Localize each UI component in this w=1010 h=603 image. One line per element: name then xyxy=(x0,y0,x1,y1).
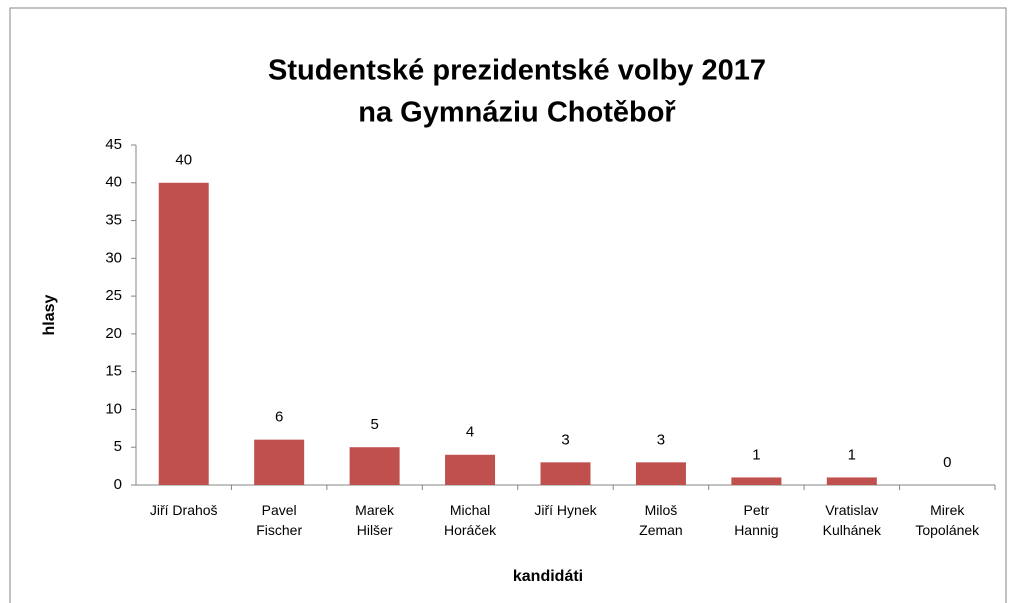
bar xyxy=(158,182,209,485)
data-label: 40 xyxy=(175,152,192,169)
data-label: 5 xyxy=(370,416,378,433)
y-tick-label: 25 xyxy=(105,287,122,304)
x-tick-label: Jiří Hynek xyxy=(534,502,597,518)
y-tick-label: 40 xyxy=(105,174,122,191)
data-label: 6 xyxy=(275,409,283,426)
y-tick-label: 10 xyxy=(105,400,122,417)
bar xyxy=(540,462,591,485)
x-tick-label: Marek Hilšer xyxy=(355,502,395,538)
bar xyxy=(349,447,400,485)
y-tick-label: 45 xyxy=(105,136,122,153)
x-axis-label: kandidáti xyxy=(513,568,583,585)
chart-title: na Gymnáziu Chotěboř xyxy=(358,97,676,129)
bar xyxy=(445,454,496,485)
x-tick-label: Michal Horáček xyxy=(443,502,497,538)
y-tick-label: 35 xyxy=(105,212,122,229)
bar xyxy=(731,477,782,485)
y-tick-label: 5 xyxy=(114,438,122,455)
data-label: 4 xyxy=(466,424,474,441)
y-tick-label: 20 xyxy=(105,325,122,342)
x-tick-label: Vratislav Kulhánek xyxy=(822,502,882,538)
data-label: 1 xyxy=(752,446,760,463)
x-tick-label: Pavel Fischer xyxy=(256,502,303,538)
x-tick-label: Jiří Drahoš xyxy=(149,502,218,518)
x-tick-label: Petr Hannig xyxy=(734,502,779,538)
y-tick-label: 30 xyxy=(105,249,122,266)
data-label: 1 xyxy=(848,446,856,463)
bar xyxy=(635,462,686,485)
y-axis-label: hlasy xyxy=(41,294,58,335)
data-label: 3 xyxy=(657,431,665,448)
data-label: 0 xyxy=(943,454,951,471)
y-tick-label: 15 xyxy=(105,363,122,380)
bar xyxy=(254,439,305,485)
y-tick-label: 0 xyxy=(114,476,122,493)
data-label: 3 xyxy=(561,431,569,448)
bar xyxy=(826,477,877,485)
chart-title: Studentské prezidentské volby 2017 xyxy=(268,55,766,87)
x-tick-label: Miloš Zeman xyxy=(639,502,683,538)
x-tick-label: Mirek Topolánek xyxy=(915,502,980,538)
